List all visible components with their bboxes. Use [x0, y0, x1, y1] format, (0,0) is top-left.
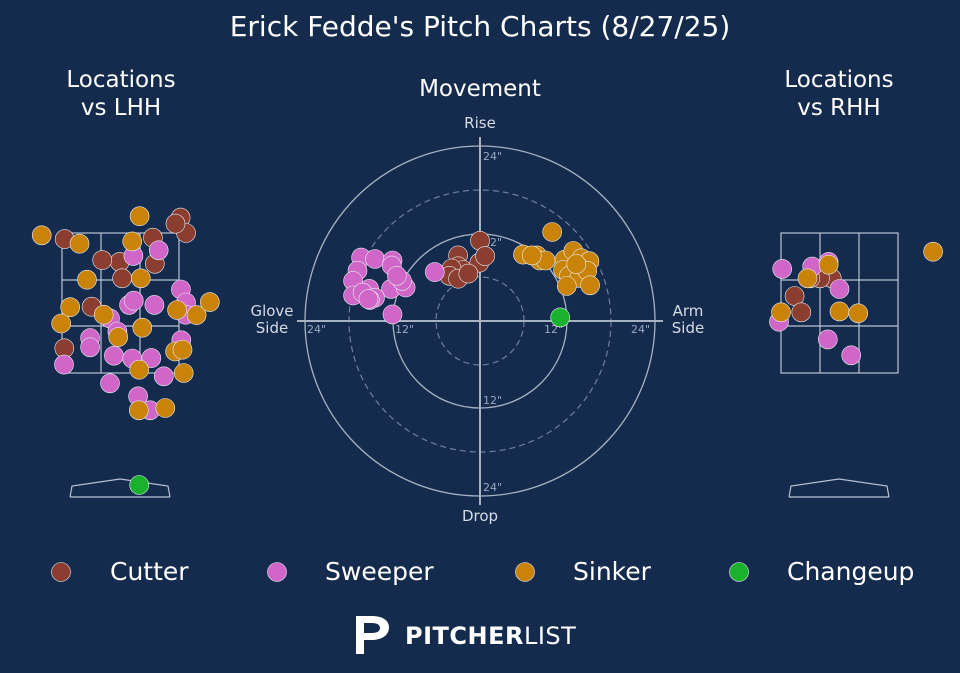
movement-pitch-changeup — [550, 307, 571, 328]
lhh-pitch-sinker — [172, 339, 193, 360]
rhh-pitch-sinker — [771, 302, 791, 323]
rhh-pitch-sweeper — [829, 279, 850, 299]
lhh-pitch-sweeper — [124, 290, 144, 311]
pitcherlist-logo: PITCHERLIST — [352, 612, 592, 658]
rhh-pitch-sinker — [797, 268, 818, 289]
lhh-pitch-sweeper — [80, 337, 100, 358]
lhh-pitch-cutter — [165, 213, 186, 234]
movement-label-arm-side: Arm Side — [671, 302, 705, 337]
rhh-pitch-sweeper — [772, 259, 793, 279]
lhh-pitch-sweeper — [141, 348, 162, 368]
lhh-pitch-sinker — [93, 304, 114, 325]
legend-marker-sinker — [515, 562, 535, 582]
lhh-home-plate — [69, 478, 171, 498]
lhh-pitch-sweeper — [100, 373, 120, 394]
legend — [51, 562, 749, 582]
chart-title: Erick Fedde's Pitch Charts (8/27/25) — [229, 10, 731, 43]
lhh-pitch-changeup — [129, 475, 149, 495]
lhh-pitch-cutter — [92, 250, 112, 270]
lhh-pitch-sinker — [129, 400, 149, 421]
movement-pitch-sweeper — [382, 304, 403, 325]
legend-label-sinker: Sinker — [573, 557, 651, 586]
rhh-pitch-sinker — [848, 303, 869, 324]
logo-wordmark: PITCHERLIST — [405, 622, 577, 650]
movement-ticks: 24" 12" 12" 24" 24" 12" 12" 24" — [307, 150, 650, 494]
lhh-pitch-sweeper — [104, 345, 124, 366]
movement-pitch-sinker — [542, 222, 563, 242]
movement-pitch-sweeper — [365, 249, 385, 269]
tick-up-24: 24" — [483, 150, 502, 163]
pitcherlist-p-icon — [356, 616, 389, 654]
lhh-pitch-sinker — [131, 268, 151, 289]
lhh-pitch-sinker — [132, 317, 153, 338]
movement-points — [343, 222, 600, 328]
legend-marker-sweeper — [267, 562, 287, 582]
panel-title-movement: Movement — [419, 76, 541, 102]
tick-down-12: 12" — [483, 394, 502, 407]
rhh-pitch-sinker — [829, 301, 850, 322]
rhh-pitch-sweeper — [841, 345, 862, 366]
lhh-pitch-sinker — [108, 327, 128, 347]
lhh-pitch-sweeper — [144, 295, 165, 315]
movement-label-drop: Drop — [461, 507, 499, 525]
movement-pitch-sinker — [566, 254, 587, 274]
lhh-pitch-sinker — [31, 225, 52, 246]
rhh-pitch-sinker — [818, 254, 839, 275]
movement-pitch-sweeper — [424, 262, 445, 282]
lhh-pitch-sweeper — [148, 240, 169, 261]
legend-label-sweeper: Sweeper — [325, 557, 434, 586]
lhh-pitch-sinker — [60, 297, 80, 318]
tick-down-24: 24" — [483, 481, 502, 494]
panel-title-lhh: Locations vs LHH — [66, 67, 176, 121]
legend-label-cutter: Cutter — [110, 557, 189, 586]
movement-pitch-sweeper — [358, 289, 379, 309]
lhh-pitch-sinker — [69, 233, 90, 254]
movement-label-rise: Rise — [464, 114, 496, 132]
legend-marker-changeup — [729, 562, 749, 582]
legend-label-changeup: Changeup — [787, 557, 915, 586]
lhh-pitch-sinker — [77, 269, 97, 290]
movement-pitch-sinker — [556, 276, 577, 296]
rhh-pitch-sinker — [923, 241, 943, 262]
lhh-pitch-cutter — [112, 268, 132, 289]
movement-pitch-sinker — [580, 275, 600, 296]
lhh-pitch-sinker — [51, 313, 72, 334]
lhh-pitch-sinker — [167, 300, 187, 320]
movement-pitch-cutter — [475, 246, 495, 266]
lhh-pitch-sinker — [173, 363, 194, 383]
lhh-points — [31, 206, 220, 495]
panel-title-rhh: Locations vs RHH — [784, 67, 894, 121]
lhh-pitch-sinker — [129, 206, 150, 226]
rhh-points — [769, 241, 943, 366]
lhh-pitch-sinker — [129, 359, 149, 380]
legend-marker-cutter — [51, 562, 71, 582]
rhh-pitch-sweeper — [817, 329, 838, 350]
rhh-home-plate — [788, 478, 890, 498]
movement-pitch-sinker — [521, 245, 542, 266]
lhh-pitch-sinker — [186, 305, 207, 325]
movement-grid — [297, 137, 663, 505]
lhh-pitch-sweeper — [154, 366, 174, 387]
lhh-pitch-sinker — [155, 398, 176, 418]
movement-pitch-sweeper — [387, 265, 407, 286]
tick-left-12: 12" — [395, 323, 414, 336]
tick-right-24: 24" — [631, 323, 650, 336]
lhh-pitch-sinker — [122, 231, 142, 252]
lhh-pitch-sweeper — [54, 354, 74, 375]
rhh-pitch-cutter — [791, 302, 812, 323]
movement-label-glove-side: Glove Side — [250, 302, 294, 337]
lhh-pitch-sinker — [200, 292, 220, 312]
movement-pitch-cutter — [458, 263, 479, 284]
tick-left-24: 24" — [307, 323, 326, 336]
